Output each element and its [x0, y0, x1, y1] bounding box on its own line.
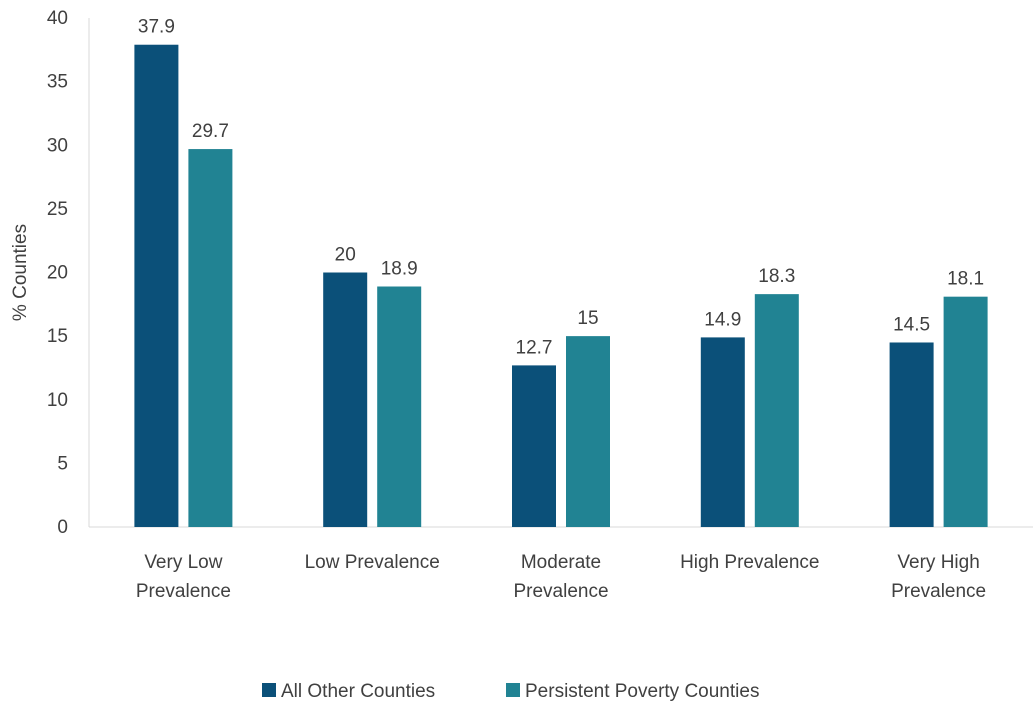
legend-swatch [506, 683, 520, 697]
legend-label: All Other Counties [281, 681, 435, 702]
legend: All Other Counties Persistent Poverty Cou… [262, 681, 759, 702]
category-label-line: Very High [897, 552, 979, 573]
bar [323, 272, 368, 527]
y-tick-label: 25 [47, 199, 68, 220]
bar [134, 44, 179, 527]
legend-label: Persistent Poverty Counties [525, 681, 759, 702]
y-tick-label: 5 [57, 453, 68, 474]
category-label: Moderate Prevalence [513, 552, 608, 602]
data-label: 18.3 [758, 266, 795, 287]
category-label-line: Prevalence [891, 581, 986, 602]
data-label: 14.5 [893, 314, 930, 335]
bar [512, 365, 556, 527]
category-label-line: Prevalence [513, 581, 608, 602]
category-label: Low Prevalence [305, 552, 440, 573]
category-label: High Prevalence [680, 552, 819, 573]
data-label: 18.1 [947, 269, 984, 290]
bar [700, 337, 745, 527]
category-label-line: Low Prevalence [305, 552, 440, 573]
bar [566, 336, 610, 527]
y-tick-label: 10 [47, 390, 68, 411]
data-label: 20 [335, 245, 356, 266]
category-labels: Very Low Prevalence Low Prevalence Moderate… [136, 552, 986, 602]
y-tick-label: 0 [57, 517, 68, 538]
category-label-line: Prevalence [136, 581, 231, 602]
data-label: 37.9 [138, 17, 175, 38]
category-label: Very Low Prevalence [136, 552, 231, 602]
data-label: 14.9 [704, 309, 741, 330]
y-tick-label: 35 [47, 72, 68, 93]
y-tick-label: 20 [47, 263, 68, 284]
data-label: 29.7 [192, 121, 229, 142]
y-tick-label: 40 [47, 8, 68, 29]
data-labels: 37.9 29.7 20 18.9 12.7 15 14.9 18.3 14.5 18.1 [138, 17, 984, 359]
data-label: 12.7 [516, 337, 553, 358]
y-tick-label: 15 [47, 326, 68, 347]
legend-swatch [262, 683, 276, 697]
bar [889, 342, 934, 527]
data-label: 18.9 [381, 258, 418, 279]
y-tick-label: 30 [47, 135, 68, 156]
y-axis-title: % Counties [10, 224, 31, 321]
bar [377, 286, 422, 527]
axes: % Counties [10, 18, 1033, 528]
bars [134, 44, 988, 527]
bar [188, 149, 233, 527]
bar [754, 294, 799, 527]
bar [943, 296, 988, 527]
category-label-line: Moderate [521, 552, 601, 573]
category-label-line: High Prevalence [680, 552, 819, 573]
data-label: 15 [577, 308, 598, 329]
y-tick-labels: 0 5 10 15 20 25 30 35 40 [47, 8, 68, 538]
category-label-line: Very Low [144, 552, 222, 573]
category-label: Very High Prevalence [891, 552, 986, 602]
